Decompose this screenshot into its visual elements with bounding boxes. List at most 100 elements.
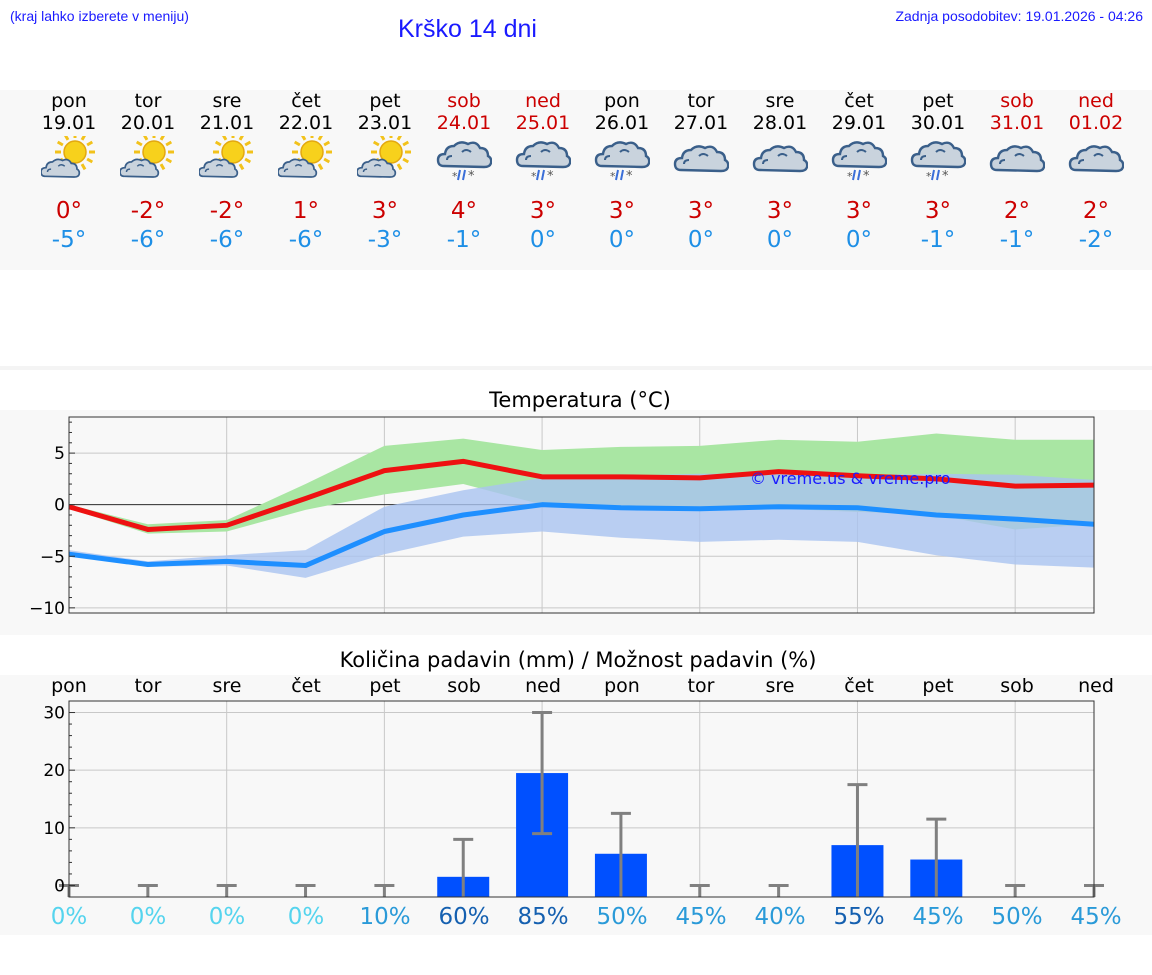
temp-max: 3° <box>766 198 794 224</box>
last-update: Zadnja posodobitev: 19.01.2026 - 04:26 <box>895 8 1143 24</box>
temp-min: -1° <box>920 227 956 253</box>
y-tick-label: 10 <box>43 819 65 839</box>
category-label: pon <box>51 675 87 697</box>
temp-max: -2° <box>130 198 166 224</box>
temp-max: -2° <box>209 198 245 224</box>
day-name: sob <box>1000 90 1034 112</box>
precip-probability: 50% <box>991 904 1043 930</box>
day-date: 28.01 <box>752 112 808 134</box>
svg-text:*: * <box>610 170 616 183</box>
temp-min: 0° <box>608 227 636 253</box>
precip-probability: 50% <box>596 904 648 930</box>
svg-text:*: * <box>626 169 633 184</box>
y-tick-label: −10 <box>29 599 65 619</box>
day-name: sre <box>212 90 242 112</box>
day-date: 24.01 <box>436 112 492 134</box>
min-temp-line <box>68 502 1095 569</box>
temp-min: -6° <box>209 227 245 253</box>
svg-text:*: * <box>547 169 554 184</box>
y-tick-label: 0 <box>54 876 65 896</box>
temp-max: 3° <box>371 198 399 224</box>
category-label: sob <box>447 675 481 697</box>
day-date: 29.01 <box>831 112 887 134</box>
watermark: © vreme.us & vreme.pro <box>750 469 951 488</box>
day-name: čet <box>844 90 874 112</box>
y-tick-label: −5 <box>40 547 65 567</box>
forecast-panel <box>0 90 1152 270</box>
precip-probability: 45% <box>1070 904 1122 930</box>
temp-max: 3° <box>687 198 715 224</box>
sun-cloud-icon <box>198 132 255 186</box>
category-label: ned <box>525 675 561 697</box>
temp-min: 0° <box>529 227 557 253</box>
day-name: tor <box>134 90 162 112</box>
day-date: 22.01 <box>278 112 334 134</box>
category-label: sre <box>765 675 795 697</box>
precip-probability: 0% <box>287 904 325 930</box>
temp-min: -6° <box>130 227 166 253</box>
svg-text:*: * <box>531 170 537 183</box>
temp-max: 3° <box>608 198 636 224</box>
sun-cloud-icon <box>119 132 176 186</box>
sun-cloud-icon <box>277 132 334 186</box>
temp-min: 0° <box>766 227 794 253</box>
precip-probability: 40% <box>754 904 806 930</box>
location-menu-hint: (kraj lahko izberete v meniju) <box>10 8 189 24</box>
category-label: sob <box>1000 675 1034 697</box>
cloud-icon <box>989 136 1046 186</box>
precip-probability: 45% <box>675 904 727 930</box>
day-name: pon <box>604 90 640 112</box>
day-date: 25.01 <box>515 112 571 134</box>
cloud-icon <box>1068 136 1125 186</box>
day-date: 30.01 <box>910 112 966 134</box>
precip-probability: 60% <box>438 904 490 930</box>
temp-max: 2° <box>1003 198 1031 224</box>
precip-probability: 10% <box>359 904 411 930</box>
sleet-cloud-icon: * * <box>910 136 967 186</box>
temp-max: 3° <box>924 198 952 224</box>
cloud-icon <box>752 136 809 186</box>
day-date: 19.01 <box>41 112 97 134</box>
temp-min: -1° <box>446 227 482 253</box>
sleet-cloud-icon: * * <box>594 136 651 186</box>
y-tick-label: 20 <box>43 761 65 781</box>
temp-min: -1° <box>999 227 1035 253</box>
precip-probability: 55% <box>833 904 885 930</box>
category-label: pet <box>369 675 401 697</box>
page-title: Krško 14 dni <box>398 15 537 43</box>
category-label: pon <box>604 675 640 697</box>
temp-min: 0° <box>687 227 715 253</box>
day-date: 21.01 <box>199 112 255 134</box>
temp-max: 1° <box>292 198 320 224</box>
day-date: 20.01 <box>120 112 176 134</box>
svg-text:*: * <box>468 169 475 184</box>
svg-text:*: * <box>863 169 870 184</box>
day-date: 31.01 <box>989 112 1045 134</box>
sleet-cloud-icon: * * <box>831 136 888 186</box>
y-tick-label: 30 <box>43 704 65 724</box>
category-label: čet <box>844 675 874 697</box>
precip-probability: 85% <box>517 904 569 930</box>
svg-text:*: * <box>452 170 458 183</box>
day-name: čet <box>291 90 321 112</box>
precip-probability: 45% <box>912 904 964 930</box>
divider <box>0 366 1152 370</box>
plot-frame <box>68 700 1095 898</box>
sleet-cloud-icon: * * <box>515 136 572 186</box>
precip-probability: 0% <box>208 904 246 930</box>
temp-min: -2° <box>1078 227 1114 253</box>
svg-text:*: * <box>847 170 853 183</box>
temp-min: 0° <box>845 227 873 253</box>
temp-max: 3° <box>529 198 557 224</box>
temp-min: -5° <box>51 227 87 253</box>
day-name: ned <box>525 90 561 112</box>
temp-max: 0° <box>55 198 83 224</box>
temp-min: -6° <box>288 227 324 253</box>
max-temp-line <box>68 458 1095 532</box>
precipitation-title: Količina padavin (mm) / Možnost padavin … <box>339 648 817 672</box>
precip-probability: 0% <box>50 904 88 930</box>
day-name: tor <box>687 90 715 112</box>
y-tick-label: 0 <box>54 496 65 516</box>
